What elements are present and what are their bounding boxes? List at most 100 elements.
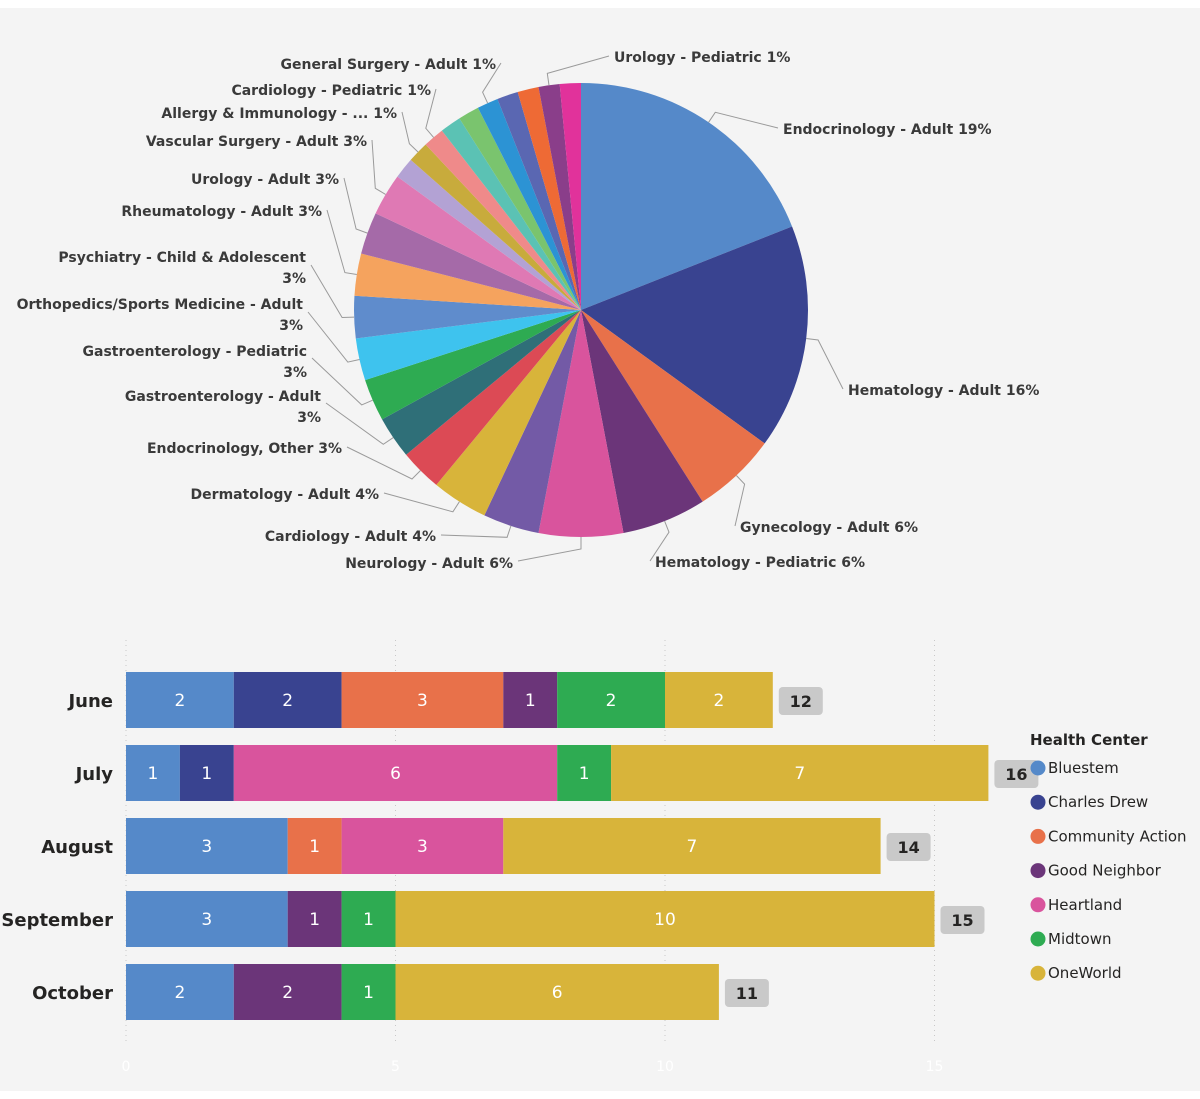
pie-slice-neurology-adult[interactable] (538, 310, 624, 538)
pie-leader-line (806, 338, 844, 390)
pie-leader-line (371, 139, 386, 195)
bar-segment-midtown-october[interactable] (341, 964, 396, 1020)
bar-segment-value: 3 (201, 837, 212, 857)
bar-segment-bluestem-august[interactable] (126, 818, 288, 874)
bar-segment-value: 1 (525, 691, 536, 711)
pie-slice-gastroenterology-pediatric[interactable] (365, 310, 581, 420)
pie-slice-cardiology-pediatric[interactable] (425, 130, 581, 310)
pie-leader-line (649, 520, 670, 562)
bar-segment-value: 6 (390, 764, 401, 784)
pie-leader-line (325, 402, 394, 445)
health-center-legend: Health Center Bluestem Charles Drew Commun… (1030, 731, 1187, 982)
bar-segment-good-neighbor-september[interactable] (287, 891, 342, 947)
pie-label-general-surgery-adult: General Surgery - Adult 1% (281, 57, 497, 73)
pie-slice-gynecology-adult[interactable] (581, 310, 765, 502)
category-label-july: July (74, 764, 114, 785)
pie-slice-endocrinology-other[interactable] (406, 310, 581, 485)
pie-leader-line (346, 446, 421, 480)
total-badge (994, 760, 1039, 788)
bar-segment-midtown-september[interactable] (341, 891, 396, 947)
bar-segment-value: 1 (579, 764, 590, 784)
pie-slice-unlabeled-15[interactable] (397, 159, 581, 310)
bar-segment-bluestem-july[interactable] (126, 745, 180, 801)
pie-label-endocrinology-other: Endocrinology, Other 3% (147, 441, 342, 457)
pie-slice-rheumatology-adult[interactable] (354, 253, 581, 310)
bar-segment-oneworld-august[interactable] (503, 818, 881, 874)
bar-segment-good-neighbor-october[interactable] (233, 964, 342, 1020)
total-badge (724, 979, 769, 1007)
pie-slice-gastroenterology-adult[interactable] (382, 310, 581, 455)
legend-item-oneworld[interactable]: OneWorld (1048, 964, 1122, 982)
pie-slice-endocrinology-adult[interactable] (581, 83, 793, 310)
pie-label-urology-pediatric: Urology - Pediatric 1% (614, 50, 790, 66)
bar-segment-value: 10 (654, 910, 676, 930)
pie-label-cardiology-pediatric: Cardiology - Pediatric 1% (231, 83, 431, 99)
bar-segment-midtown-june[interactable] (557, 672, 665, 728)
bar-segment-value: 6 (552, 983, 563, 1003)
pie-label-hematology-adult: Hematology - Adult 16% (848, 383, 1039, 399)
x-tick-label: 10 (656, 1059, 674, 1075)
pie-slice-orthopedics-sports-medicine-adult[interactable] (355, 310, 581, 381)
pie-label-endocrinology-adult: Endocrinology - Adult 19% (783, 122, 992, 138)
bar-segment-oneworld-september[interactable] (395, 891, 935, 947)
pie-label-orthopedics-sports-medicine-adult: Orthopedics/Sports Medicine - Adult 3% (17, 297, 304, 334)
category-label-october: October (32, 983, 113, 1004)
bar-segment-value: 7 (794, 764, 805, 784)
bar-segment-value: 3 (417, 691, 428, 711)
pie-label-gastroenterology-pediatric: Gastroenterology - Pediatric 3% (83, 344, 308, 381)
specialty-pie-chart: Endocrinology - Adult 19% Hematology - Ad… (17, 50, 1040, 572)
pie-slice-unlabeled-24[interactable] (559, 83, 581, 310)
bar-segment-oneworld-june[interactable] (665, 672, 773, 728)
bar-segment-oneworld-july[interactable] (611, 745, 989, 801)
pie-label-dermatology-adult: Dermatology - Adult 4% (191, 487, 379, 503)
bar-segment-community-action-august[interactable] (287, 818, 342, 874)
legend-item-midtown[interactable]: Midtown (1048, 930, 1111, 948)
legend-item-bluestem[interactable]: Bluestem (1048, 759, 1119, 777)
pie-slice-unlabeled-22[interactable] (517, 87, 581, 311)
pie-label-urology-adult: Urology - Adult 3% (191, 172, 339, 188)
pie-slice-urology-adult[interactable] (361, 213, 581, 310)
bar-segment-bluestem-september[interactable] (126, 891, 288, 947)
bar-segment-bluestem-june[interactable] (126, 672, 234, 728)
total-value-october: 11 (736, 984, 758, 1003)
total-value-july: 16 (1005, 765, 1027, 784)
total-value-september: 15 (951, 911, 973, 930)
bar-segment-heartland-july[interactable] (233, 745, 558, 801)
bar-segment-value: 7 (687, 837, 698, 857)
legend-marker-good-neighbor (1030, 863, 1046, 879)
bar-segment-community-action-june[interactable] (341, 672, 504, 728)
legend-item-heartland[interactable]: Heartland (1048, 896, 1122, 914)
pie-slice-unlabeled-21[interactable] (497, 92, 581, 310)
pie-slice-hematology-adult[interactable] (581, 226, 809, 444)
bar-segment-good-neighbor-june[interactable] (503, 672, 558, 728)
pie-slice-general-surgery-adult[interactable] (477, 98, 581, 310)
bar-segment-oneworld-october[interactable] (395, 964, 719, 1020)
pie-leader-line (401, 111, 419, 153)
pie-slice-psychiatry-child-adolescent[interactable] (354, 295, 581, 339)
pie-slice-cardiology-adult[interactable] (484, 310, 581, 533)
pie-slice-vascular-surgery-adult[interactable] (375, 176, 581, 310)
bar-segment-heartland-august[interactable] (341, 818, 504, 874)
category-label-june: June (66, 691, 113, 712)
pie-slice-allergy-immunology[interactable] (410, 144, 581, 310)
bar-segment-bluestem-october[interactable] (126, 964, 234, 1020)
pie-slice-hematology-pediatric[interactable] (581, 310, 703, 533)
category-label-august: August (41, 837, 113, 858)
bar-segment-midtown-july[interactable] (557, 745, 612, 801)
bar-segment-charles-drew-july[interactable] (179, 745, 234, 801)
bar-segment-value: 2 (713, 691, 724, 711)
pie-slice-unlabeled-18[interactable] (441, 118, 581, 310)
legend-marker-heartland (1030, 897, 1046, 913)
pie-leader-line (708, 111, 779, 129)
pie-slice-unlabeled-19[interactable] (459, 107, 581, 311)
legend-title: Health Center (1030, 731, 1148, 749)
pie-leader-line (482, 62, 502, 104)
legend-item-charles-drew[interactable]: Charles Drew (1048, 793, 1148, 811)
pie-slice-dermatology-adult[interactable] (436, 310, 581, 516)
total-value-june: 12 (790, 692, 812, 711)
legend-item-community-action[interactable]: Community Action (1048, 827, 1187, 845)
pie-slice-urology-pediatric[interactable] (538, 84, 581, 310)
bar-segment-charles-drew-june[interactable] (233, 672, 342, 728)
legend-item-good-neighbor[interactable]: Good Neighbor (1048, 862, 1162, 880)
